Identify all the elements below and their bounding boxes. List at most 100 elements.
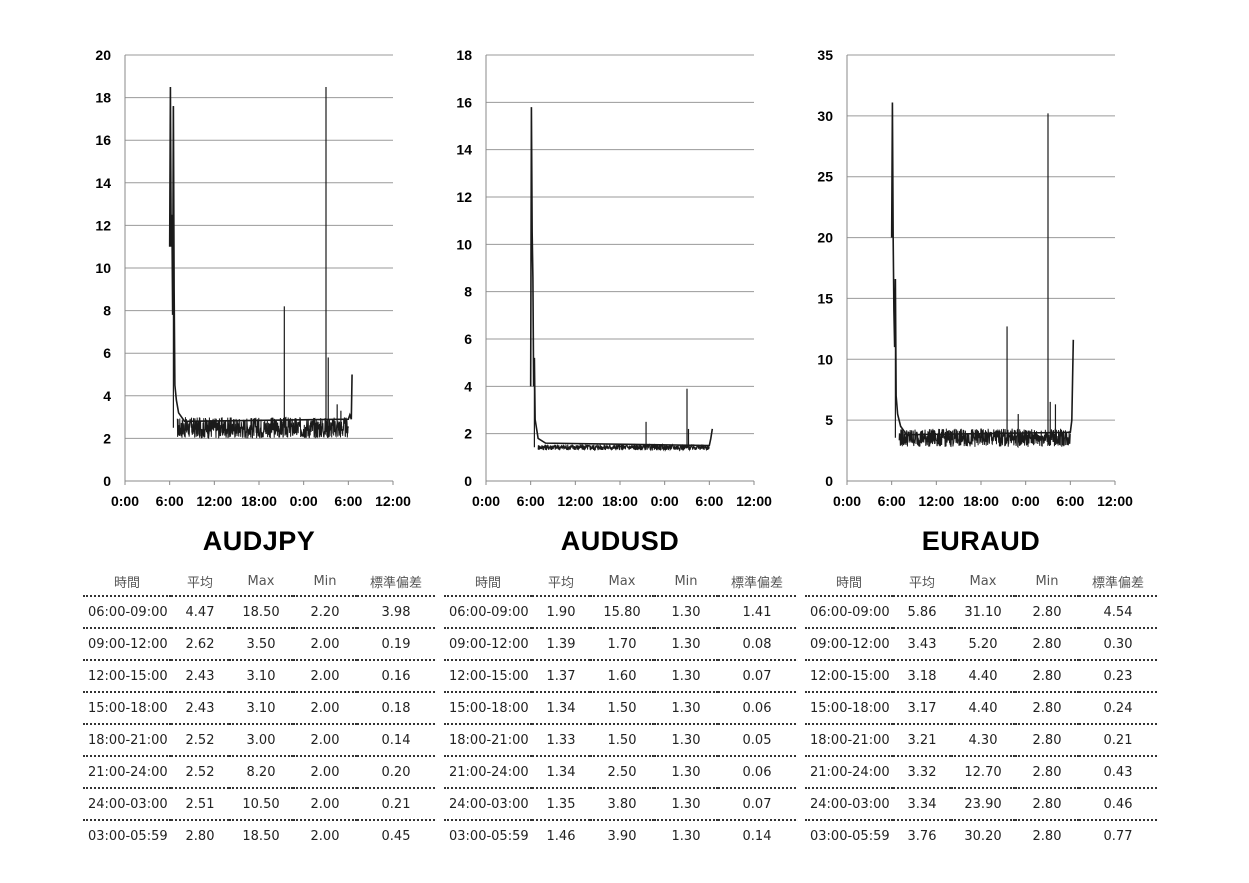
x-tick-label: 6:00 bbox=[1056, 493, 1084, 509]
y-tick-label: 0 bbox=[103, 473, 111, 489]
cell-time: 18:00-21:00 bbox=[805, 723, 893, 756]
cell-avg: 2.43 bbox=[171, 691, 229, 724]
x-tick-label: 12:00 bbox=[736, 493, 772, 509]
cell-min: 2.00 bbox=[293, 627, 357, 660]
cell-avg: 3.32 bbox=[893, 755, 951, 788]
column-header: Min bbox=[313, 573, 337, 589]
column-header: Min bbox=[674, 573, 698, 589]
cell-avg: 4.47 bbox=[171, 595, 229, 628]
table-row: 03:00-05:59 2.80 18.50 2.00 0.45 bbox=[83, 819, 435, 851]
y-tick-label: 20 bbox=[95, 47, 111, 63]
table-row: 06:00-09:00 1.90 15.80 1.30 1.41 bbox=[444, 595, 796, 628]
x-tick-label: 6:00 bbox=[517, 493, 545, 509]
x-tick-label: 0:00 bbox=[290, 493, 318, 509]
table-row: 18:00-21:00 3.21 4.30 2.80 0.21 bbox=[805, 723, 1157, 756]
cell-sd: 0.45 bbox=[357, 819, 435, 851]
table-row: 18:00-21:00 1.33 1.50 1.30 0.05 bbox=[444, 723, 796, 756]
y-tick-label: 0 bbox=[464, 473, 472, 489]
cell-avg: 1.33 bbox=[532, 723, 590, 756]
table-row: 12:00-15:00 3.18 4.40 2.80 0.23 bbox=[805, 659, 1157, 692]
chart-title: AUDJPY bbox=[202, 526, 316, 556]
cell-max: 1.60 bbox=[590, 659, 654, 692]
column-header: 平均 bbox=[186, 575, 213, 591]
table-row: 18:00-21:00 2.52 3.00 2.00 0.14 bbox=[83, 723, 435, 756]
cell-sd: 0.24 bbox=[1079, 691, 1157, 724]
cell-avg: 3.34 bbox=[893, 787, 951, 820]
cell-avg: 1.90 bbox=[532, 595, 590, 628]
cell-time: 03:00-05:59 bbox=[83, 819, 171, 851]
cell-time: 12:00-15:00 bbox=[805, 659, 893, 692]
y-tick-label: 16 bbox=[95, 132, 111, 148]
stats-table: 時間 平均 Max Min 標準偏差 06:00-09:00 5.86 31.10 2.80 4.… bbox=[805, 567, 1157, 851]
cell-min: 2.80 bbox=[1015, 723, 1079, 756]
cell-min: 2.80 bbox=[1015, 691, 1079, 724]
cell-min: 2.20 bbox=[293, 595, 357, 628]
panel-audusd: 0 2 4 6 8 10 12 14 16 18 0:00 6:00 12:00 18:00 0:00 6:0… bbox=[444, 0, 796, 883]
x-tick-label: 12:00 bbox=[375, 493, 411, 509]
column-header: 時間 bbox=[835, 575, 862, 591]
cell-max: 4.40 bbox=[951, 691, 1015, 724]
cell-max: 15.80 bbox=[590, 595, 654, 628]
x-tick-label: 0:00 bbox=[472, 493, 500, 509]
cell-time: 15:00-18:00 bbox=[83, 691, 171, 724]
cell-avg: 1.39 bbox=[532, 627, 590, 660]
cell-avg: 1.37 bbox=[532, 659, 590, 692]
cell-avg: 2.80 bbox=[171, 819, 229, 851]
cell-sd: 0.06 bbox=[718, 691, 796, 724]
cell-min: 2.80 bbox=[1015, 787, 1079, 820]
y-tick-label: 6 bbox=[464, 331, 472, 347]
cell-time: 12:00-15:00 bbox=[444, 659, 532, 692]
panel-audjpy: 0 2 4 6 8 10 12 14 16 18 20 0:00 6:00 12:00 18:00 0:00 6… bbox=[83, 0, 435, 883]
cell-min: 1.30 bbox=[654, 787, 718, 820]
cell-time: 09:00-12:00 bbox=[83, 627, 171, 660]
cell-time: 06:00-09:00 bbox=[444, 595, 532, 628]
cell-min: 2.80 bbox=[1015, 595, 1079, 628]
cell-time: 21:00-24:00 bbox=[444, 755, 532, 788]
cell-max: 23.90 bbox=[951, 787, 1015, 820]
table-row: 09:00-12:00 3.43 5.20 2.80 0.30 bbox=[805, 627, 1157, 660]
column-header: Max bbox=[969, 573, 997, 589]
cell-time: 06:00-09:00 bbox=[83, 595, 171, 628]
table-row: 03:00-05:59 1.46 3.90 1.30 0.14 bbox=[444, 819, 796, 851]
column-header: 標準偏差 bbox=[730, 575, 783, 591]
y-tick-label: 15 bbox=[817, 290, 833, 306]
cell-sd: 0.05 bbox=[718, 723, 796, 756]
cell-min: 2.00 bbox=[293, 755, 357, 788]
column-header: 標準偏差 bbox=[1091, 575, 1144, 591]
x-tick-label: 18:00 bbox=[602, 493, 638, 509]
y-tick-label: 10 bbox=[456, 236, 472, 252]
cell-sd: 0.14 bbox=[718, 819, 796, 851]
chart-svg: 0 5 10 15 20 25 30 35 0:00 6:00 12:00 18:00 0:00 6:00… bbox=[817, 47, 1133, 509]
y-tick-label: 8 bbox=[103, 303, 111, 319]
cell-time: 18:00-21:00 bbox=[83, 723, 171, 756]
chart-svg: 0 2 4 6 8 10 12 14 16 18 20 0:00 6:00 12:00 18:00 0:00 6… bbox=[95, 47, 411, 509]
cell-min: 1.30 bbox=[654, 723, 718, 756]
cell-sd: 0.16 bbox=[357, 659, 435, 692]
table-row: 21:00-24:00 2.52 8.20 2.00 0.20 bbox=[83, 755, 435, 788]
cell-min: 2.80 bbox=[1015, 819, 1079, 851]
cell-max: 1.50 bbox=[590, 691, 654, 724]
table-row: 03:00-05:59 3.76 30.20 2.80 0.77 bbox=[805, 819, 1157, 851]
table-header-row: 時間 平均 Max Min 標準偏差 bbox=[805, 567, 1157, 596]
x-tick-label: 12:00 bbox=[1097, 493, 1133, 509]
cell-sd: 0.43 bbox=[1079, 755, 1157, 788]
cell-avg: 2.62 bbox=[171, 627, 229, 660]
y-tick-label: 30 bbox=[817, 108, 833, 124]
y-tick-label: 5 bbox=[825, 412, 833, 428]
cell-max: 1.70 bbox=[590, 627, 654, 660]
cell-time: 18:00-21:00 bbox=[444, 723, 532, 756]
cell-avg: 5.86 bbox=[893, 595, 951, 628]
table-row: 24:00-03:00 3.34 23.90 2.80 0.46 bbox=[805, 787, 1157, 820]
table-row: 06:00-09:00 5.86 31.10 2.80 4.54 bbox=[805, 595, 1157, 628]
stats-table: 時間 平均 Max Min 標準偏差 06:00-09:00 4.47 18.50 2.20 3.… bbox=[83, 567, 435, 851]
cell-max: 10.50 bbox=[229, 787, 293, 820]
cell-max: 3.10 bbox=[229, 659, 293, 692]
cell-sd: 0.21 bbox=[357, 787, 435, 820]
x-tick-label: 6:00 bbox=[156, 493, 184, 509]
table-row: 15:00-18:00 3.17 4.40 2.80 0.24 bbox=[805, 691, 1157, 724]
y-tick-label: 4 bbox=[464, 378, 472, 394]
cell-sd: 0.46 bbox=[1079, 787, 1157, 820]
column-header: Max bbox=[608, 573, 636, 589]
column-header: Min bbox=[1035, 573, 1059, 589]
cell-min: 2.00 bbox=[293, 691, 357, 724]
